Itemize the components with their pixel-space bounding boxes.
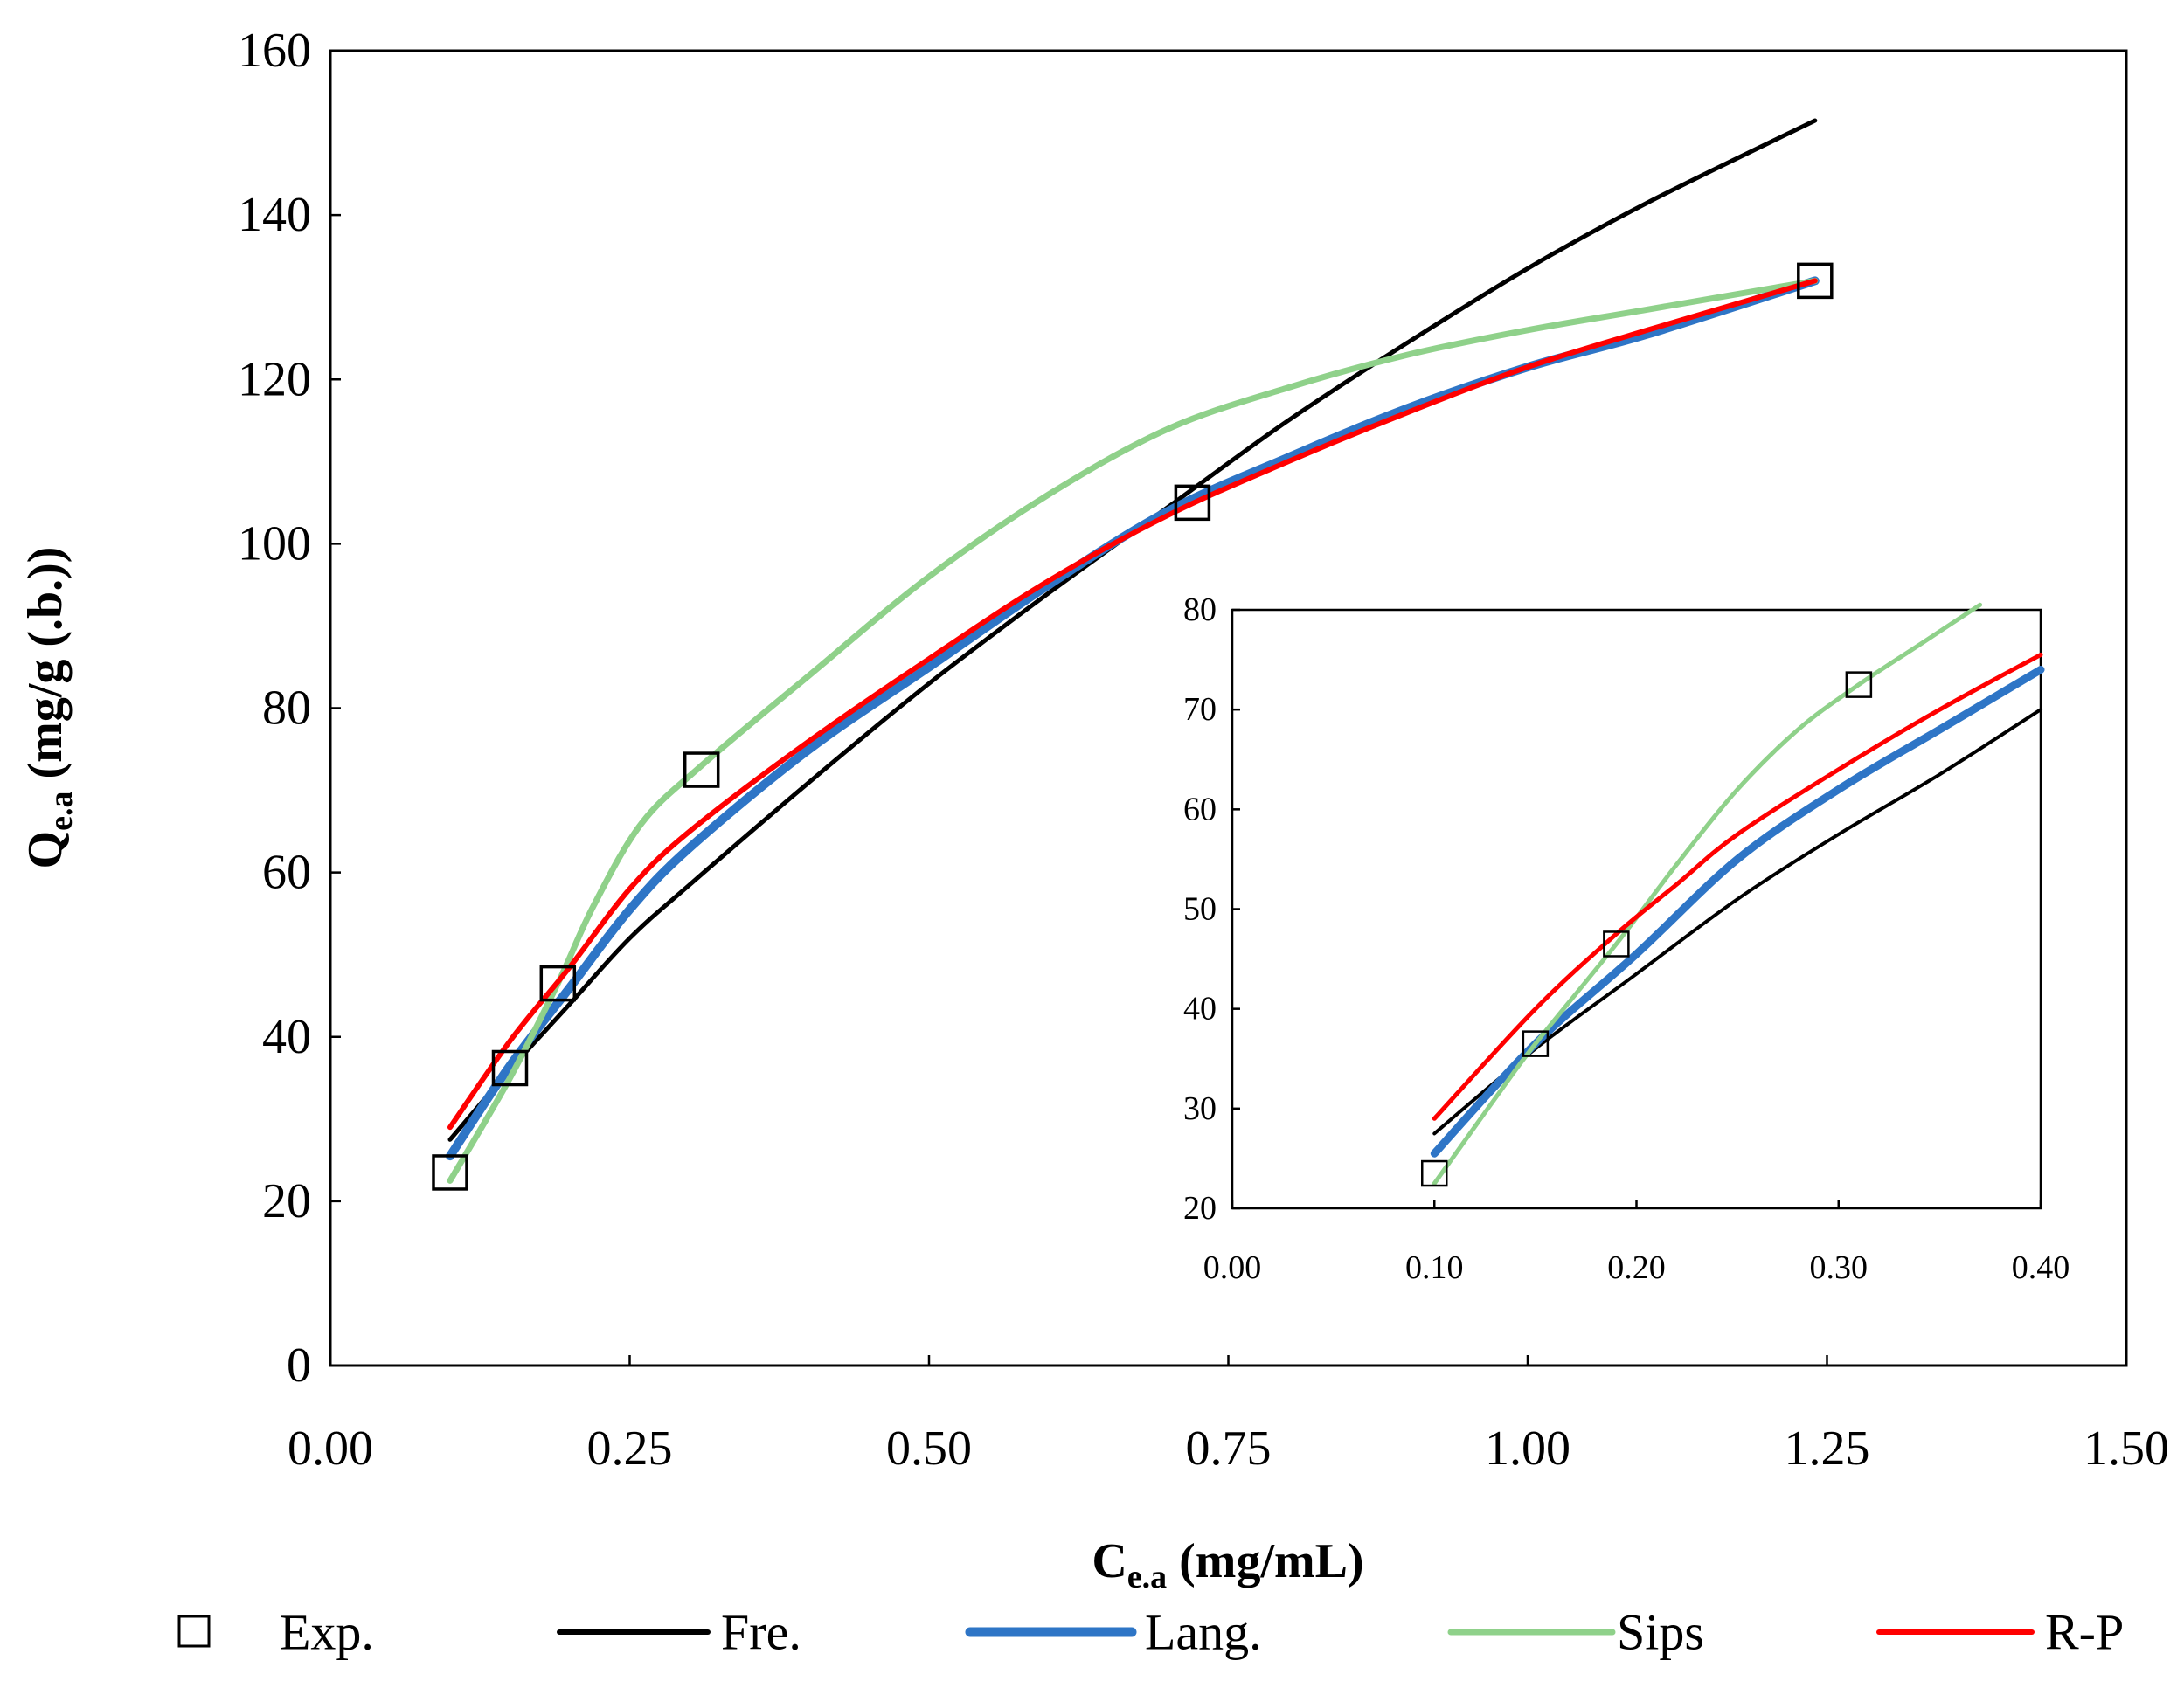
main-series-fre-line	[447, 118, 1818, 1142]
inset-markers-group	[1421, 671, 1873, 1187]
main-x-tick-label: 0.25	[587, 1422, 673, 1476]
legend-fre-label: Fre.	[721, 1604, 801, 1661]
main-x-tick-label: 0.50	[886, 1422, 972, 1476]
main-y-tick-label: 120	[238, 352, 311, 406]
inset-series-r-p-line	[1432, 652, 2043, 1121]
inset-plot-frame	[1231, 608, 2042, 1210]
x-axis-title: Ce.a (mg/mL)	[1092, 1534, 1363, 1595]
main-x-tick-label: 0.00	[288, 1422, 373, 1476]
inset-x-tick-label: 0.20	[1607, 1249, 1666, 1286]
main-y-tick-label: 160	[238, 24, 311, 78]
main-y-tick-label: 60	[262, 846, 311, 900]
legend: Exp. Fre. Lang. Sips R-P	[177, 1604, 2124, 1661]
main-series-r-p-line	[447, 278, 1818, 1131]
main-y-tick-label: 80	[262, 681, 311, 736]
inset-y-tick-label: 60	[1183, 791, 1217, 827]
inset-y-tick-label: 80	[1183, 591, 1217, 628]
main-axis-ticks: 0.00 0.25 0.50 0.75 1.00 1.25 1.50 0 20 40 60 80 100…	[238, 24, 2169, 1476]
main-series-sips-line	[447, 277, 1819, 1184]
inset-x-tick-label: 0.30	[1810, 1249, 1869, 1286]
main-y-tick-label: 40	[262, 1010, 311, 1064]
main-y-tick-label: 140	[238, 188, 311, 242]
main-x-tick-label: 1.25	[1785, 1422, 1870, 1476]
inset-y-tick-label: 30	[1183, 1090, 1217, 1127]
inset-y-tick-label: 20	[1183, 1190, 1217, 1227]
legend-lang-label: Lang.	[1145, 1604, 1262, 1661]
main-x-tick-label: 0.75	[1186, 1422, 1272, 1476]
inset-exp-marker	[1603, 930, 1630, 958]
inset-x-tick-label: 0.40	[2012, 1249, 2070, 1286]
main-x-tick-label: 1.50	[2083, 1422, 2169, 1476]
main-exp-marker	[1797, 262, 1834, 300]
main-x-tick-label: 1.00	[1485, 1422, 1570, 1476]
main-y-tick-label: 100	[238, 516, 311, 571]
inset-exp-marker	[1421, 1159, 1448, 1187]
inset-y-tick-label: 70	[1183, 691, 1217, 728]
main-y-tick-label: 20	[262, 1174, 311, 1228]
inset-x-tick-label: 0.10	[1405, 1249, 1464, 1286]
main-exp-marker	[539, 965, 577, 1002]
main-exp-marker	[1174, 484, 1211, 522]
inset-exp-marker	[1845, 671, 1873, 698]
inset-x-tick-label: 0.00	[1203, 1249, 1262, 1286]
inset-axis-ticks: 0.00 0.10 0.20 0.30 0.40 20 30 40 50 60 70 80	[1183, 591, 2070, 1286]
main-markers-group	[432, 262, 1834, 1191]
main-y-tick-label: 0	[287, 1339, 311, 1393]
legend-exp-label: Exp.	[280, 1604, 374, 1661]
inset-y-tick-label: 50	[1183, 891, 1217, 928]
inset-series-sips-line	[1432, 602, 1983, 1186]
inset-exp-marker	[1522, 1030, 1550, 1057]
legend-exp-marker	[177, 1615, 211, 1648]
inset-y-tick-label: 40	[1183, 991, 1217, 1027]
y-axis-title: Qe.a (mg/g (.b.))	[18, 547, 80, 869]
main-exp-marker	[683, 751, 720, 788]
inset-series-group	[1430, 602, 2045, 1186]
legend-r-p-label: R-P	[2045, 1604, 2124, 1661]
legend-sips-label: Sips	[1617, 1604, 1704, 1661]
main-exp-marker	[432, 1154, 468, 1191]
main-exp-marker	[491, 1049, 529, 1087]
main-series-group	[446, 118, 1820, 1184]
